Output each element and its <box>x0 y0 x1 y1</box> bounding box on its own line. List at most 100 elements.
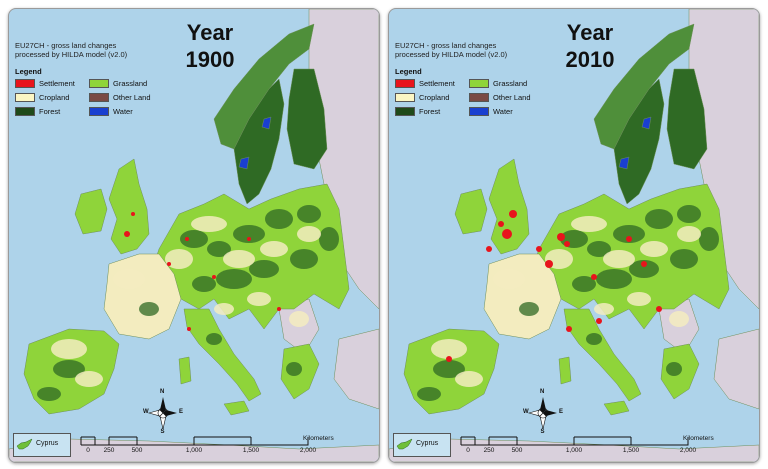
settlement-area <box>591 274 597 280</box>
forest-area <box>596 269 632 289</box>
lake <box>238 156 250 170</box>
forest-area <box>37 387 61 401</box>
legend-swatch <box>395 93 415 102</box>
forest-area <box>613 225 645 243</box>
forest-area <box>629 260 659 278</box>
forest-area <box>677 205 701 223</box>
compass-e: E <box>179 409 184 415</box>
settlement-area <box>167 262 171 266</box>
cropland-area <box>493 269 525 289</box>
finland-land <box>666 68 708 170</box>
compass-n: N <box>160 389 165 395</box>
year-label: Year <box>566 20 614 45</box>
year-label: Year <box>186 20 234 45</box>
ireland-land <box>454 188 488 235</box>
forest-area <box>139 302 159 316</box>
scale-tick: 1,500 <box>242 447 260 454</box>
legend-label: Other Land <box>493 93 531 102</box>
lake <box>261 116 272 130</box>
forest-area <box>53 360 85 378</box>
settlement-area <box>247 237 251 241</box>
cyprus-inset: Cyprus <box>13 433 71 457</box>
sweden-land <box>613 78 665 205</box>
scale-tick: 500 <box>511 447 523 454</box>
scale-bar: 0 250 500 1,000 1,500 2,000 Kilometers <box>459 433 749 459</box>
settlement-area <box>187 327 191 331</box>
scale-tick: 250 <box>483 447 495 454</box>
legend-swatch <box>15 93 35 102</box>
forest-area <box>666 362 682 376</box>
compass-rose-icon: N S W E <box>143 389 183 437</box>
cropland-area <box>191 216 227 232</box>
compass-graphic <box>147 397 177 430</box>
ireland-land <box>74 188 108 235</box>
forest-area <box>290 249 318 269</box>
forest-area <box>180 230 208 248</box>
cropland-area <box>214 303 234 315</box>
forest-area <box>265 209 293 229</box>
legend-label: Water <box>493 107 513 116</box>
legend-swatch <box>469 93 489 102</box>
cropland-area <box>260 241 288 257</box>
legend-label: Water <box>113 107 133 116</box>
cropland-area <box>571 216 607 232</box>
forest-area <box>297 205 321 223</box>
year-value: 2010 <box>565 47 615 72</box>
cropland-area <box>297 226 321 242</box>
legend-swatch <box>89 107 109 116</box>
scale-tick: 500 <box>131 447 143 454</box>
settlement-area <box>446 356 452 362</box>
scale-bar-graphic <box>460 436 689 446</box>
legend-title: Legend <box>395 67 422 76</box>
lake <box>641 116 652 130</box>
scale-tick: 1,500 <box>622 447 640 454</box>
turkey-land <box>713 328 759 410</box>
forest-area <box>233 225 265 243</box>
year-heading: Year 2010 <box>551 19 629 73</box>
settlement-area <box>486 246 492 252</box>
map-title-line2: processed by HILDA model (v2.0) <box>395 50 508 59</box>
scale-bar: 0 250 500 1,000 1,500 2,000 Kilometers <box>79 433 369 459</box>
cropland-area <box>431 339 467 359</box>
lake <box>618 156 630 170</box>
norway-land <box>213 23 315 150</box>
cropland-area <box>455 371 483 387</box>
settlement-area <box>626 236 632 242</box>
sardinia-land <box>178 356 192 385</box>
forest-area <box>519 302 539 316</box>
legend-swatch <box>395 107 415 116</box>
legend-swatch <box>395 79 415 88</box>
cropland-area <box>677 226 701 242</box>
scale-bar-graphic <box>80 436 309 446</box>
settlement-area <box>656 306 662 312</box>
compass-s: S <box>160 429 165 435</box>
legend-label: Forest <box>39 107 61 116</box>
scale-tick: 250 <box>103 447 115 454</box>
settlement-area <box>124 231 130 237</box>
cropland-area <box>603 250 635 268</box>
forest-area <box>586 333 602 345</box>
legend-label: Cropland <box>419 93 450 102</box>
map-title-line1: EU27CH - gross land changes <box>15 41 117 50</box>
legend: Legend Settlement Grassland Cropland Oth… <box>395 67 565 119</box>
map-panel-2010: EU27CH - gross land changes processed by… <box>388 8 760 463</box>
map-title: EU27CH - gross land changes processed by… <box>395 41 507 59</box>
settlement-area <box>566 326 572 332</box>
settlement-area <box>212 275 216 279</box>
scale-tick: 1,000 <box>565 447 583 454</box>
year-heading: Year 1900 <box>171 19 249 73</box>
settlement-area <box>545 260 553 268</box>
settlement-area <box>557 233 565 241</box>
finland-land <box>286 68 328 170</box>
cropland-area <box>627 292 651 306</box>
cropland-area <box>223 250 255 268</box>
settlement-area <box>498 221 504 227</box>
legend-title: Legend <box>15 67 42 76</box>
legend-label: Settlement <box>419 79 455 88</box>
forest-area <box>192 276 216 292</box>
britain-land <box>488 158 530 255</box>
legend-swatch <box>15 79 35 88</box>
scale-tick: 0 <box>86 447 90 454</box>
compass-s: S <box>540 429 545 435</box>
legend-swatch <box>89 93 109 102</box>
